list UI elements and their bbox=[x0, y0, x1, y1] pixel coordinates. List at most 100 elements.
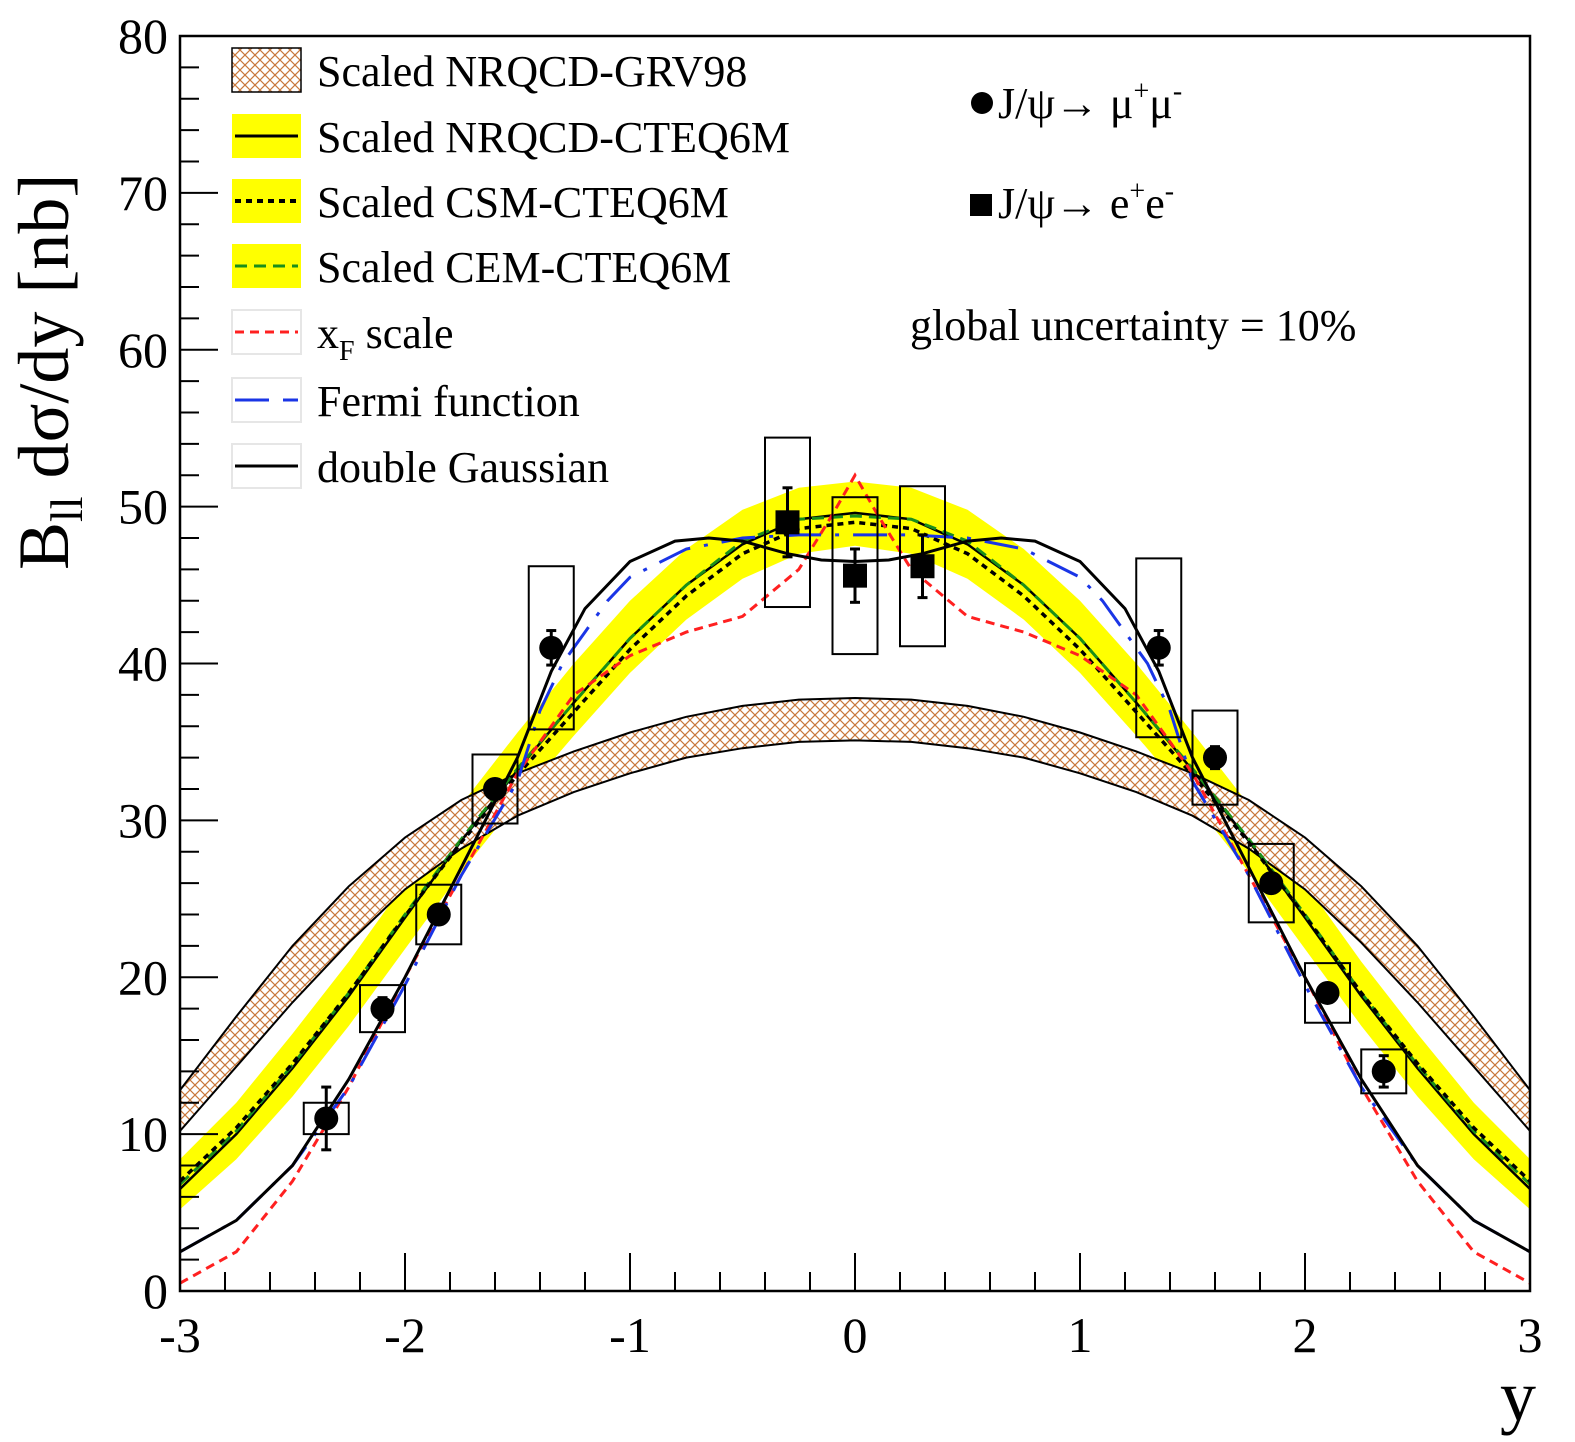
x-tick-label: 2 bbox=[1293, 1307, 1318, 1363]
circle-marker bbox=[426, 902, 451, 927]
x-tick-label: -2 bbox=[384, 1307, 426, 1363]
x-tick-label: 0 bbox=[843, 1307, 868, 1363]
y-tick-label: 80 bbox=[118, 8, 168, 64]
mumu-point bbox=[1360, 1048, 1408, 1095]
systematic-box bbox=[1191, 709, 1239, 806]
x-tick-label: -1 bbox=[609, 1307, 651, 1363]
systematic-box bbox=[831, 496, 879, 656]
ee-annotation: J/ψ→ e+e- bbox=[970, 176, 1174, 228]
nrqcd-cteq6m-curve bbox=[180, 511, 1530, 1190]
legend-label: Scaled CEM-CTEQ6M bbox=[317, 243, 731, 292]
x-axis-title: y bbox=[1500, 1356, 1536, 1436]
legend-swatch bbox=[231, 309, 302, 355]
svg-text:J/ψ→ e+e-: J/ψ→ e+e- bbox=[998, 176, 1174, 228]
mumu-mid: μ bbox=[1149, 79, 1173, 128]
circle-marker bbox=[1315, 980, 1340, 1005]
square-marker-icon bbox=[970, 194, 992, 216]
svg-text:J/ψ→ μ+μ-: J/ψ→ μ+μ- bbox=[998, 76, 1182, 128]
y-tick-label: 30 bbox=[118, 792, 168, 848]
circle-marker bbox=[1371, 1059, 1396, 1084]
mumu-point bbox=[359, 984, 406, 1034]
mumu-point bbox=[471, 753, 519, 825]
systematic-box bbox=[471, 753, 519, 825]
y-axis-title-rest: dσ/dy [nb] bbox=[4, 174, 84, 497]
mumu-point bbox=[1135, 557, 1183, 739]
mumu-point bbox=[1304, 962, 1351, 1024]
fermi-function-curve bbox=[180, 533, 1530, 1254]
data-points bbox=[302, 436, 1408, 1152]
ee-label: J/ψ→ e bbox=[998, 179, 1129, 228]
ee-sup2: - bbox=[1165, 176, 1174, 207]
legend-label: Scaled NRQCD-CTEQ6M bbox=[317, 113, 790, 162]
legend-label: Fermi function bbox=[317, 377, 580, 426]
legend-entry: Scaled NRQCD-GRV98 bbox=[231, 47, 747, 96]
ee-point bbox=[764, 436, 811, 609]
legend-label-main: x bbox=[317, 309, 339, 358]
y-tick-label: 20 bbox=[118, 949, 168, 1005]
circle-marker bbox=[483, 777, 507, 801]
mumu-point bbox=[302, 1085, 350, 1152]
circle-marker bbox=[1259, 871, 1284, 896]
legend-label-sub: F bbox=[339, 336, 355, 367]
legend-label: double Gaussian bbox=[317, 443, 609, 492]
legend-swatch bbox=[231, 377, 302, 423]
cem-cteq6m-curve bbox=[180, 514, 1530, 1186]
legend-entry: Scaled CEM-CTEQ6M bbox=[232, 243, 731, 292]
legend-entry: Fermi function bbox=[231, 377, 580, 426]
square-marker bbox=[910, 554, 935, 579]
systematic-box bbox=[527, 565, 575, 731]
legend-swatch bbox=[231, 47, 302, 93]
x-tick-label: -3 bbox=[159, 1307, 201, 1363]
nrqcd-grv98-lower-edge bbox=[180, 739, 1530, 1132]
circle-marker bbox=[1203, 745, 1227, 770]
circle-marker bbox=[539, 635, 564, 660]
y-axis-title-main: B bbox=[4, 522, 84, 570]
legend-label: xF scale bbox=[317, 309, 454, 367]
y-axis-title-sub: ll bbox=[41, 496, 92, 522]
x-tick-label: 1 bbox=[1068, 1307, 1093, 1363]
y-axis-title: Bll dσ/dy [nb] bbox=[4, 174, 92, 570]
mumu-point bbox=[415, 883, 463, 946]
legend: Scaled NRQCD-GRV98 Scaled NRQCD-CTEQ6M Sca… bbox=[231, 47, 790, 492]
mumu-annotation: J/ψ→ μ+μ- bbox=[971, 76, 1182, 128]
circle-marker bbox=[370, 996, 395, 1021]
ee-sup1: + bbox=[1129, 176, 1145, 207]
mumu-label: J/ψ→ μ bbox=[998, 79, 1133, 128]
legend-swatch bbox=[231, 443, 302, 489]
y-tick-label: 70 bbox=[118, 165, 168, 221]
legend-entry: xF scale bbox=[231, 309, 454, 367]
global-uncertainty-label: global uncertainty = 10% bbox=[910, 301, 1356, 350]
legend-label-rest: scale bbox=[355, 309, 454, 358]
ee-mid: e bbox=[1145, 179, 1165, 228]
y-tick-label: 0 bbox=[143, 1263, 168, 1319]
circle-marker bbox=[1146, 635, 1171, 660]
mumu-point bbox=[1191, 709, 1239, 806]
systematic-box bbox=[1360, 1048, 1408, 1095]
legend-label: Scaled CSM-CTEQ6M bbox=[317, 178, 729, 227]
systematic-box bbox=[415, 883, 463, 946]
y-tick-label: 10 bbox=[118, 1106, 168, 1162]
y-tick-label: 40 bbox=[118, 636, 168, 692]
systematic-box bbox=[1135, 557, 1183, 739]
legend-entry: double Gaussian bbox=[231, 443, 609, 492]
legend-entry: Scaled CSM-CTEQ6M bbox=[232, 178, 729, 227]
systematic-box bbox=[1304, 962, 1351, 1024]
mumu-sup2: - bbox=[1173, 76, 1182, 107]
systematic-box bbox=[764, 436, 811, 609]
systematic-box bbox=[359, 984, 406, 1034]
systematic-box bbox=[899, 485, 946, 648]
ee-point bbox=[899, 485, 946, 648]
ee-point bbox=[831, 496, 879, 656]
systematic-box bbox=[1247, 842, 1295, 924]
legend-entry: Scaled NRQCD-CTEQ6M bbox=[232, 113, 790, 162]
y-tick-label: 60 bbox=[118, 322, 168, 378]
y-tick-label: 50 bbox=[118, 479, 168, 535]
circle-marker bbox=[314, 1106, 339, 1131]
x-tick-label: 3 bbox=[1518, 1307, 1543, 1363]
mumu-point bbox=[1247, 842, 1295, 924]
mumu-sup1: + bbox=[1133, 76, 1149, 107]
csm-cteq6m-curve bbox=[180, 520, 1530, 1183]
legend-swatch bbox=[232, 179, 301, 223]
